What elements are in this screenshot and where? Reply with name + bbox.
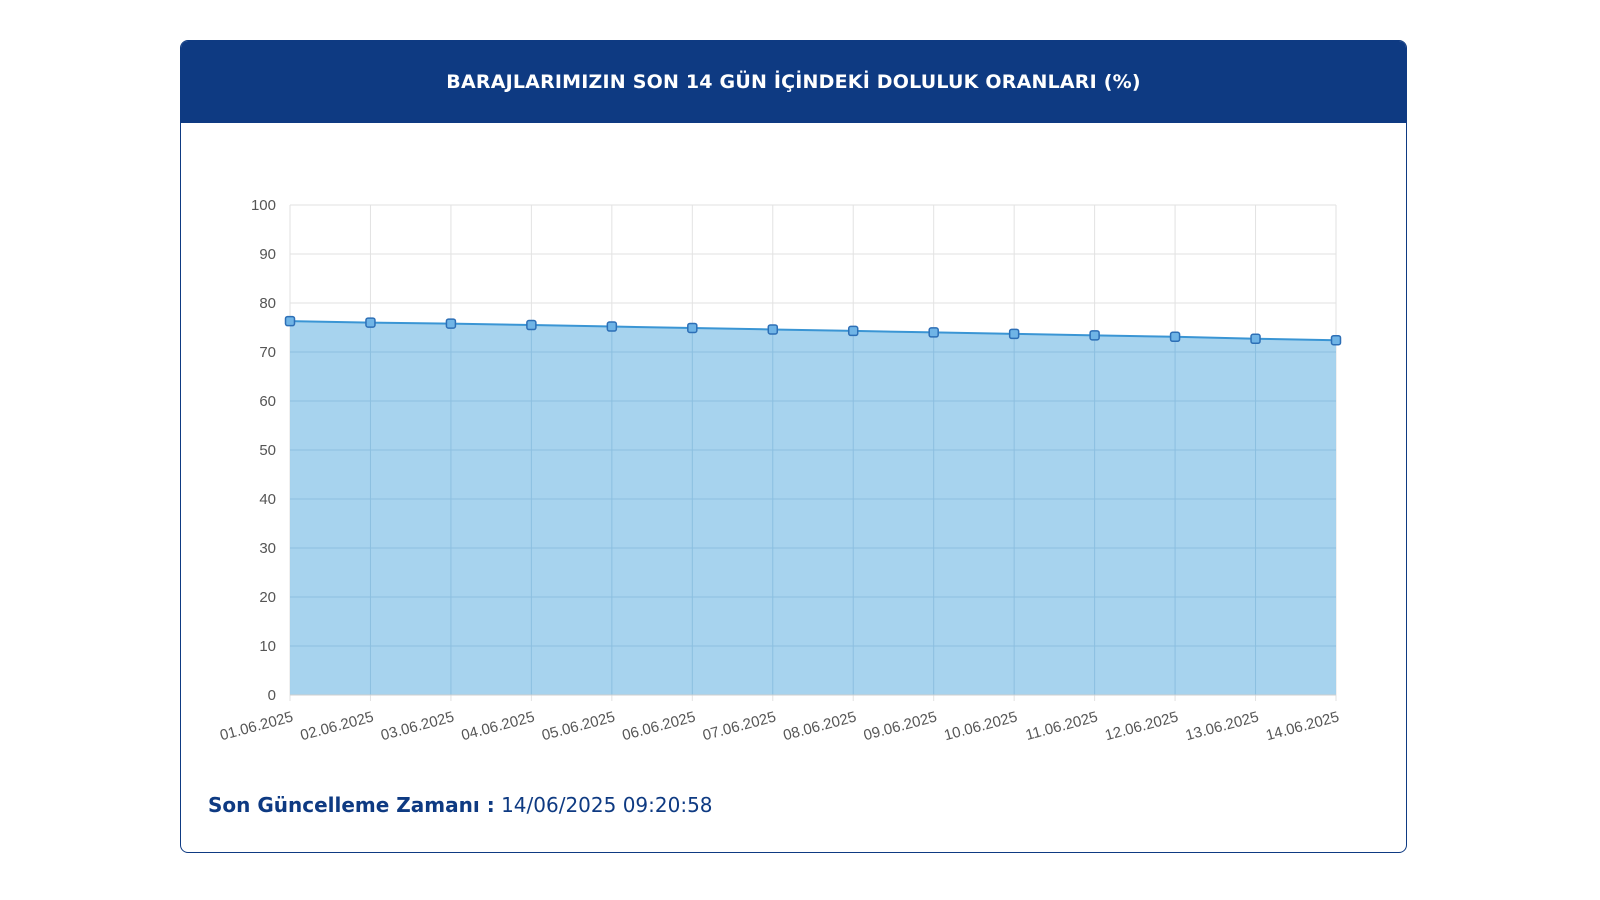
x-tick-label: 08.06.2025 [781,708,858,744]
x-tick-label: 10.06.2025 [942,708,1019,744]
data-point [1250,333,1261,345]
last-update-value: 14/06/2025 09:20:58 [501,793,713,817]
x-tick-label: 03.06.2025 [379,708,456,744]
data-point [928,327,939,338]
chart-title: BARAJLARIMIZIN SON 14 GÜN İÇİNDEKİ DOLUL… [446,71,1141,93]
data-point [767,324,779,335]
chart-area: 0 10 20 30 40 50 60 70 80 90 100 01.06.2025 02.06.20… [181,123,1406,763]
y-tick-label: 80 [259,295,276,312]
area-fill [290,321,1336,695]
data-point [606,321,618,332]
area-chart: 0 10 20 30 40 50 60 70 80 90 100 01.06.2025 02.06.20… [218,197,1342,744]
x-tick-label: 05.06.2025 [540,708,617,744]
data-point [445,318,457,329]
data-point [1169,331,1181,343]
data-point [847,325,859,337]
y-tick-label: 100 [251,197,276,214]
y-tick-label: 90 [259,246,276,263]
x-tick-label: 01.06.2025 [218,708,295,744]
x-tick-label: 11.06.2025 [1024,708,1100,744]
y-tick-label: 10 [259,638,276,655]
data-point [1008,328,1020,340]
y-tick-label: 50 [259,442,276,459]
data-point [1089,330,1100,341]
x-tick-label: 13.06.2025 [1184,708,1261,744]
y-tick-label: 60 [259,393,276,410]
x-tick-label: 12.06.2025 [1103,708,1180,744]
data-point [284,315,296,327]
card-header: BARAJLARIMIZIN SON 14 GÜN İÇİNDEKİ DOLUL… [181,41,1406,123]
x-tick-label: 07.06.2025 [701,708,778,744]
y-tick-label: 30 [259,540,276,557]
data-point [526,319,537,331]
chart-card: BARAJLARIMIZIN SON 14 GÜN İÇİNDEKİ DOLUL… [180,40,1407,853]
data-point [687,322,698,334]
x-tick-label: 06.06.2025 [620,708,697,744]
data-point [365,317,376,328]
x-tick-label: 04.06.2025 [460,708,537,744]
x-tick-label: 02.06.2025 [299,708,376,744]
y-tick-label: 40 [259,491,276,508]
x-tick-label: 14.06.2025 [1264,708,1341,744]
data-point [1330,334,1342,346]
y-tick-label: 0 [268,687,276,704]
x-tick-label: 09.06.2025 [862,708,939,744]
y-tick-label: 70 [259,344,276,361]
last-update: Son Güncelleme Zamanı : 14/06/2025 09:20… [208,793,713,817]
series-line [289,320,1337,342]
last-update-label: Son Güncelleme Zamanı : [208,793,495,817]
y-tick-label: 20 [259,589,276,606]
